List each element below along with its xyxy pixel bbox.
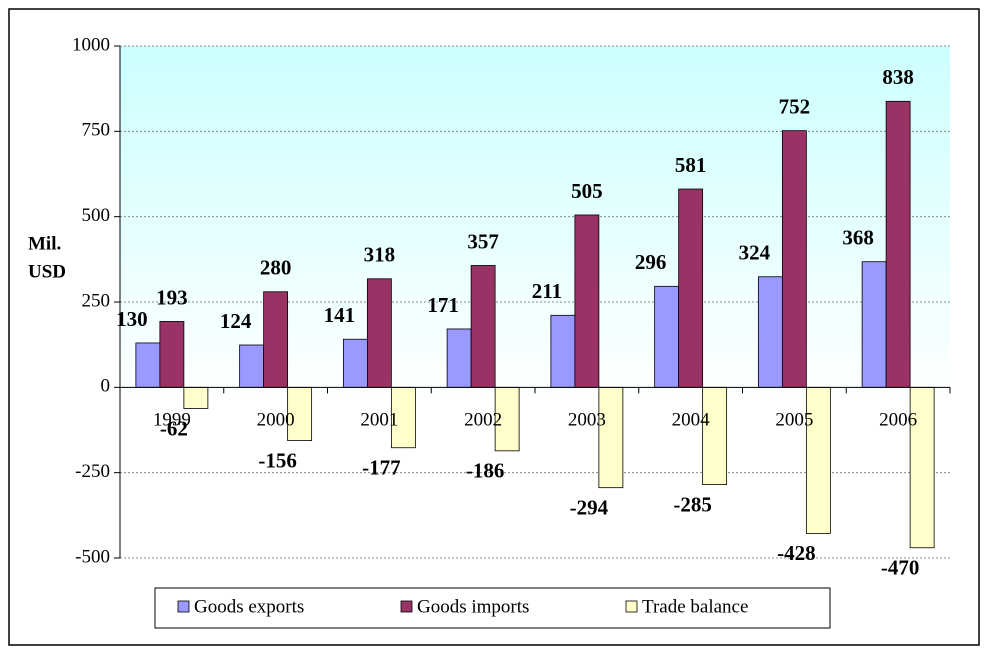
value-label: 141 <box>324 303 356 327</box>
bar <box>598 386 624 489</box>
y-tick-label: 0 <box>101 376 111 397</box>
bar <box>757 276 783 388</box>
bar <box>135 342 161 388</box>
value-label: -156 <box>258 448 297 472</box>
y-tick-label: 750 <box>82 120 111 141</box>
bar <box>781 130 807 388</box>
bar <box>574 214 600 388</box>
value-label: 318 <box>364 243 396 267</box>
value-label: 505 <box>571 179 603 203</box>
value-label: 324 <box>739 241 771 265</box>
value-label: -285 <box>673 492 712 516</box>
bar <box>861 261 887 388</box>
legend-swatch <box>400 600 413 613</box>
x-tick-label: 2001 <box>360 410 398 431</box>
bar <box>342 338 368 388</box>
value-label: 211 <box>532 279 562 303</box>
x-tick-label: 2000 <box>257 410 295 431</box>
value-label: -470 <box>881 556 920 580</box>
value-label: 752 <box>779 94 811 118</box>
bar <box>470 265 496 388</box>
y-tick-label: -500 <box>75 546 110 567</box>
legend <box>154 587 831 629</box>
bar <box>550 314 576 388</box>
x-tick-label: 2006 <box>879 410 917 431</box>
bar <box>446 328 472 388</box>
x-tick-label: 2005 <box>775 410 813 431</box>
value-label: 838 <box>882 65 914 89</box>
legend-label: Goods imports <box>417 596 529 617</box>
value-label: 581 <box>675 153 707 177</box>
legend-label: Goods exports <box>194 596 304 617</box>
value-label: -294 <box>570 495 609 519</box>
y-tick-label: -250 <box>75 461 110 482</box>
bar <box>159 321 185 388</box>
bar <box>805 386 831 534</box>
legend-swatch <box>177 600 190 613</box>
x-tick-label: 2003 <box>568 410 606 431</box>
y-axis-label: USD <box>28 261 66 282</box>
value-label: -186 <box>466 459 505 483</box>
y-tick-label: 250 <box>82 290 111 311</box>
y-axis-label: Mil. <box>28 233 61 254</box>
value-label: 130 <box>116 307 148 331</box>
bar <box>494 386 520 452</box>
bar <box>678 188 704 388</box>
legend-swatch <box>625 600 638 613</box>
y-tick-label: 1000 <box>72 34 110 55</box>
value-label: 280 <box>260 256 292 280</box>
bar <box>263 291 289 388</box>
legend-label: Trade balance <box>642 596 748 617</box>
x-tick-label: 1999 <box>153 410 191 431</box>
bar <box>654 285 680 388</box>
bar <box>366 278 392 388</box>
bar <box>909 386 935 549</box>
value-label: -177 <box>362 456 401 480</box>
value-label: -62 <box>160 416 188 440</box>
bar <box>183 386 209 409</box>
bar <box>885 100 911 388</box>
value-label: 368 <box>842 226 874 250</box>
y-tick-label: 500 <box>82 205 111 226</box>
value-label: 296 <box>635 250 667 274</box>
bar <box>287 386 313 441</box>
value-label: 171 <box>427 293 459 317</box>
value-label: 124 <box>220 309 252 333</box>
value-label: 357 <box>467 229 499 253</box>
bar <box>239 344 265 388</box>
value-label: -428 <box>777 541 816 565</box>
x-tick-label: 2004 <box>672 410 711 431</box>
x-tick-label: 2002 <box>464 410 502 431</box>
bar <box>702 386 728 486</box>
bar <box>390 386 416 449</box>
value-label: 193 <box>156 285 188 309</box>
